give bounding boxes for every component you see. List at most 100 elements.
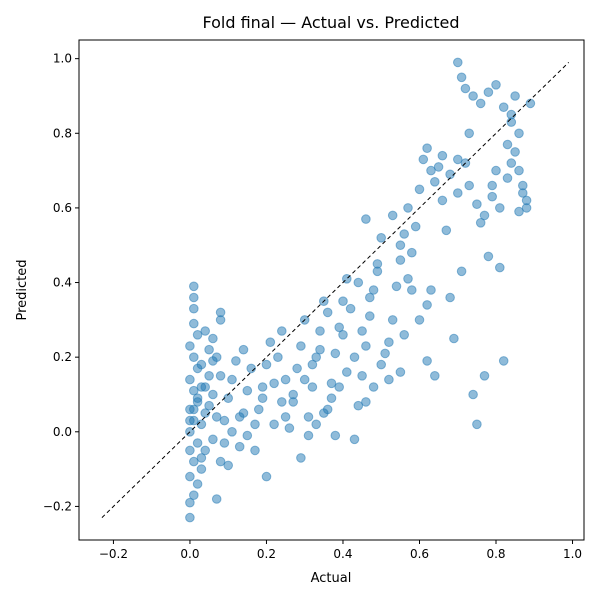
data-point [487,191,498,202]
points-layer [185,57,536,523]
data-point [357,326,367,336]
data-point [349,352,360,363]
x-tick-label: 0.6 [410,547,429,561]
data-point [514,128,524,139]
data-point [185,445,195,456]
y-tick-label: 0.6 [53,201,72,215]
data-point [211,412,222,422]
data-point [215,456,226,467]
y-axis-label: Predicted [15,259,30,320]
data-point [208,333,218,344]
data-point [200,326,210,336]
data-point [242,385,253,396]
data-point [361,341,371,351]
data-point [502,173,513,183]
data-point [453,57,463,68]
data-point [518,188,528,198]
data-point [185,415,195,426]
data-point [185,512,195,523]
data-point [196,453,207,463]
data-point [475,98,486,109]
data-point [242,430,253,441]
data-point [227,427,237,437]
data-point [387,210,398,221]
x-tick-label: 0.0 [180,547,199,561]
data-point [445,292,455,303]
data-point [422,300,432,310]
data-point [468,91,478,101]
data-point [395,240,406,250]
data-point [403,203,413,213]
data-point [483,87,494,97]
data-point [257,393,268,404]
data-point [307,359,318,370]
data-point [472,419,482,430]
data-point [334,382,345,392]
data-point [430,371,440,381]
data-point [498,102,509,112]
data-point [322,307,333,318]
data-point [433,162,444,172]
data-point [292,363,302,374]
data-point [196,382,207,392]
data-point [349,434,360,445]
data-point [456,72,467,83]
data-point [208,356,218,366]
data-point [479,371,490,381]
data-point [219,438,230,448]
data-point [426,165,436,176]
data-point [368,285,379,295]
data-point [445,169,455,180]
data-point [510,147,520,157]
data-point [315,326,325,336]
x-tick-label: 0.2 [257,547,276,561]
data-point [475,218,486,228]
data-point [430,177,440,187]
data-point [303,412,314,422]
data-point [192,479,203,489]
x-axis-label: Actual [311,571,352,586]
y-tick-label: −0.2 [43,499,72,513]
data-point [468,389,478,400]
data-point [387,315,398,325]
data-point [368,382,379,392]
x-tick-label: −0.2 [99,547,128,561]
data-point [200,445,210,456]
data-point [391,281,402,292]
data-point [353,400,364,411]
data-point [422,143,432,153]
data-point [192,393,203,404]
data-point [269,378,279,389]
data-point [514,165,524,176]
data-point [502,139,513,150]
data-point [189,292,199,303]
y-tick-label: 1.0 [53,52,72,66]
data-point [315,344,325,355]
x-tick-label: 0.8 [486,547,505,561]
y-axis: −0.2 0.0 0.2 0.4 0.6 0.8 1.0 [43,52,79,513]
data-point [426,285,436,295]
data-point [407,285,417,295]
data-point [441,225,452,236]
data-point [487,180,498,191]
data-point [365,292,375,303]
data-point [253,404,264,415]
data-point [189,352,199,363]
data-point [418,154,429,165]
data-point [464,128,475,139]
data-point [334,322,345,333]
data-point [460,83,471,94]
data-point [376,359,387,370]
data-point [453,154,463,165]
data-point [189,303,199,314]
data-point [380,348,390,359]
data-point [204,400,214,411]
data-point [196,464,207,474]
data-point [311,352,322,363]
data-point [280,374,291,385]
data-point [456,266,467,277]
data-point [353,277,364,288]
data-point [234,441,245,452]
data-point [303,430,314,441]
